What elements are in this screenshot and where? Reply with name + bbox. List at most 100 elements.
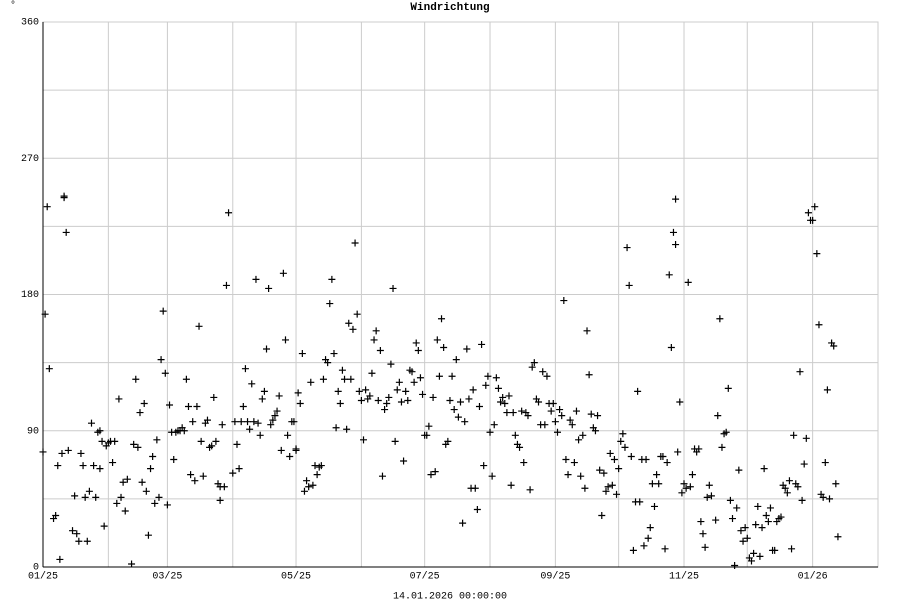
data-point — [115, 395, 123, 403]
data-point — [760, 465, 768, 473]
data-point — [714, 412, 722, 420]
data-point — [764, 518, 772, 526]
data-point — [448, 372, 456, 380]
data-point — [435, 372, 443, 380]
data-point — [452, 356, 460, 364]
data-point — [231, 418, 239, 426]
data-point — [788, 545, 796, 553]
data-point — [374, 396, 382, 404]
data-point — [640, 542, 648, 550]
data-point — [218, 421, 226, 429]
data-point — [591, 427, 599, 435]
data-point — [608, 481, 616, 489]
data-point — [672, 241, 680, 249]
data-point — [478, 340, 486, 348]
data-point — [52, 512, 60, 520]
data-point — [391, 437, 399, 445]
data-point — [598, 512, 606, 520]
data-point — [688, 471, 696, 479]
data-point — [138, 478, 146, 486]
data-point — [684, 278, 692, 286]
x-tick-label: 05/25 — [281, 571, 311, 583]
data-point — [258, 395, 266, 403]
data-point — [269, 416, 277, 424]
data-point — [362, 386, 370, 394]
data-point — [800, 460, 808, 468]
data-point — [366, 392, 374, 400]
data-point — [56, 555, 64, 563]
data-point — [96, 427, 104, 435]
data-point — [796, 368, 804, 376]
data-point — [444, 437, 452, 445]
data-point — [505, 392, 513, 400]
data-point — [558, 412, 566, 420]
y-tick-label: 360 — [21, 18, 39, 29]
data-point — [385, 393, 393, 401]
data-point — [58, 449, 66, 457]
data-point — [619, 430, 627, 438]
data-point — [296, 400, 304, 407]
data-point — [520, 459, 528, 467]
data-point — [182, 375, 190, 383]
data-point — [237, 418, 245, 426]
data-point — [210, 393, 218, 401]
x-tick-label: 01/26 — [798, 571, 828, 583]
data-point — [731, 561, 739, 569]
data-point — [324, 359, 332, 367]
data-point — [553, 428, 561, 436]
data-point — [128, 560, 136, 568]
data-point — [790, 431, 798, 439]
data-point — [783, 489, 791, 497]
data-point — [241, 365, 249, 373]
data-point — [370, 336, 378, 344]
data-point — [762, 512, 770, 520]
data-point — [781, 484, 789, 492]
data-point — [581, 484, 589, 492]
data-point — [286, 452, 294, 460]
data-point — [117, 493, 125, 501]
data-point — [680, 480, 688, 488]
data-point — [305, 483, 313, 491]
data-point — [678, 489, 686, 497]
data-point — [410, 378, 418, 386]
data-point — [341, 375, 349, 383]
data-point — [718, 443, 726, 451]
data-point — [794, 483, 802, 491]
data-point — [357, 396, 365, 404]
data-point — [832, 480, 840, 488]
data-point — [319, 375, 327, 383]
data-point — [279, 269, 287, 277]
data-point — [277, 446, 285, 454]
data-point — [208, 442, 216, 450]
data-point — [686, 483, 694, 491]
data-point — [271, 412, 279, 420]
data-point — [376, 347, 384, 355]
data-point — [644, 534, 652, 542]
data-point — [541, 421, 549, 429]
data-point — [147, 465, 155, 473]
data-point — [347, 375, 355, 383]
data-point — [703, 493, 711, 501]
data-point — [627, 452, 635, 460]
data-point — [412, 339, 420, 347]
data-point — [113, 499, 121, 507]
data-point — [416, 374, 424, 382]
data-point — [317, 462, 325, 470]
data-point — [290, 418, 298, 426]
data-point — [809, 216, 817, 224]
data-point — [604, 483, 612, 491]
data-point — [802, 434, 810, 442]
data-point — [229, 469, 237, 477]
data-point — [771, 546, 779, 554]
data-point — [473, 505, 481, 513]
data-point — [499, 393, 507, 401]
data-point — [566, 416, 574, 424]
data-point — [659, 452, 667, 460]
x-tick-label: 01/25 — [28, 571, 58, 583]
data-point — [199, 472, 207, 480]
data-point — [813, 250, 821, 258]
data-point — [752, 521, 760, 529]
data-point — [438, 315, 446, 323]
data-point — [648, 480, 656, 488]
data-point — [518, 407, 526, 415]
